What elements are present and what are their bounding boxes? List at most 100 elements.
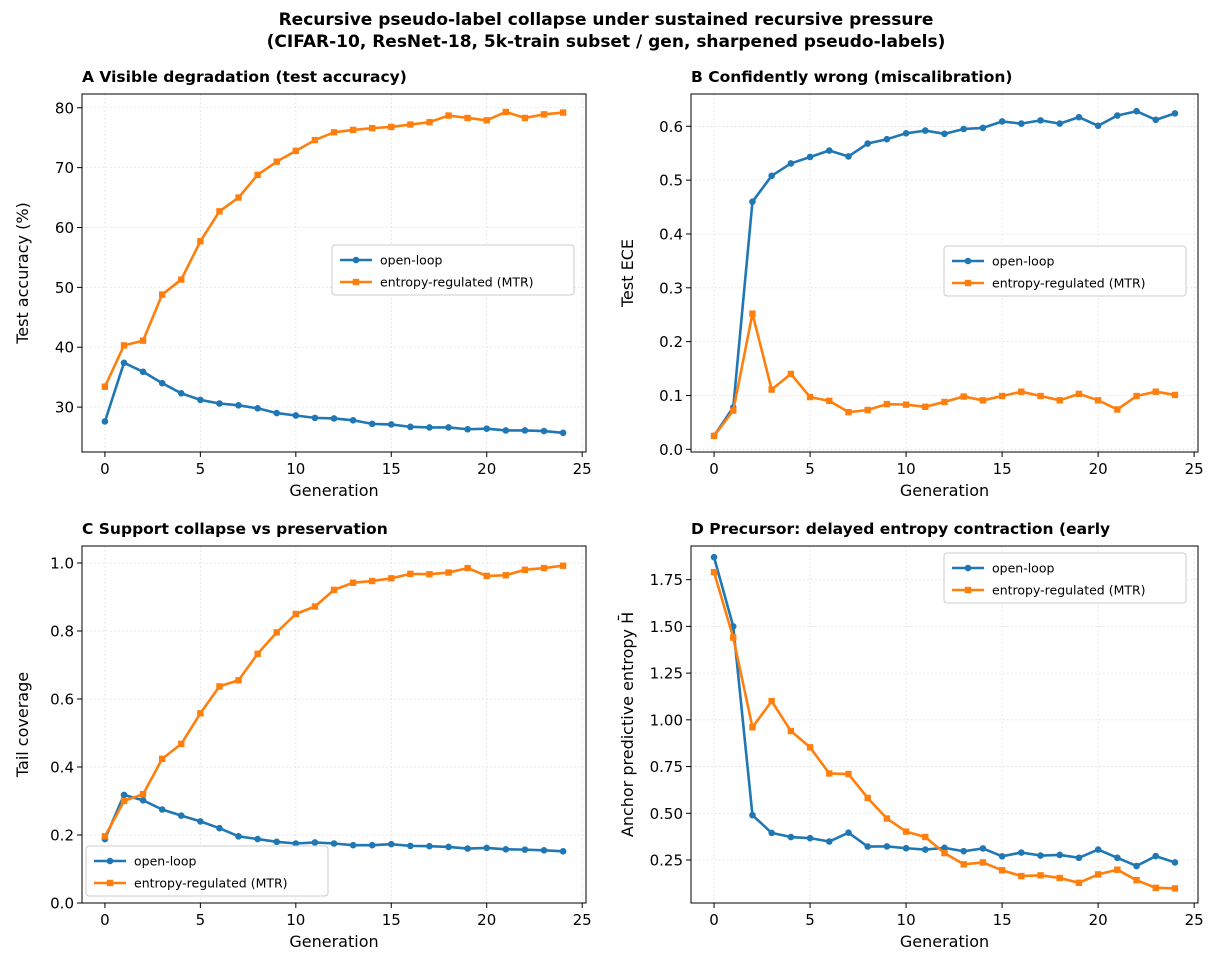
data-point-mtr — [902, 401, 910, 408]
data-point-open-loop — [960, 847, 968, 855]
y-axis-label: Test ECE — [618, 239, 637, 308]
data-point-mtr — [235, 677, 242, 684]
data-point-open-loop — [464, 425, 471, 433]
data-point-mtr — [254, 650, 261, 657]
data-point-mtr — [1114, 406, 1121, 413]
legend-marker — [106, 879, 114, 887]
legend: open-loop entropy-regulated (MTR) — [331, 244, 575, 296]
data-point-mtr — [1133, 392, 1140, 400]
y-tick-label: 0.0 — [659, 441, 683, 459]
data-point-open-loop — [1056, 851, 1064, 859]
x-tick-label: 15 — [382, 460, 401, 478]
y-tick-label: 1.50 — [650, 618, 683, 636]
data-point-mtr — [710, 568, 718, 576]
data-point-open-loop — [749, 811, 756, 819]
data-point-open-loop — [158, 806, 166, 813]
legend-label: open-loop — [380, 253, 442, 268]
y-axis-label: Tail coverage — [13, 672, 32, 778]
data-point-open-loop — [483, 844, 491, 852]
y-tick-label: 30 — [55, 399, 74, 417]
data-point-open-loop — [445, 424, 452, 431]
data-point-mtr — [197, 710, 204, 717]
data-point-mtr — [998, 867, 1006, 874]
data-point-open-loop — [502, 427, 510, 434]
data-point-mtr — [559, 562, 567, 569]
data-point-mtr — [235, 194, 242, 201]
panel-a: 0 5 10 15 20 25 30 40 50 60 70 80 A Visible degradat… — [13, 68, 592, 500]
data-point-mtr — [883, 815, 891, 822]
data-point-open-loop — [960, 125, 968, 133]
data-point-mtr — [1094, 871, 1102, 878]
data-point-mtr — [426, 571, 433, 578]
data-point-open-loop — [273, 838, 281, 846]
data-point-open-loop — [941, 844, 948, 852]
panel-title: D Precursor: delayed entropy contraction… — [691, 520, 1110, 538]
legend-marker — [964, 564, 972, 572]
data-point-mtr — [979, 397, 987, 404]
panel-title: B Confidently wrong (miscalibration) — [691, 68, 1013, 86]
data-point-open-loop — [216, 824, 223, 832]
data-point-mtr — [178, 276, 185, 283]
axes-frame — [81, 93, 587, 453]
data-point-open-loop — [902, 129, 910, 137]
data-point-open-loop — [787, 833, 795, 841]
y-tick-label: 50 — [55, 279, 74, 297]
legend-marker — [964, 279, 972, 287]
x-tick-label: 20 — [477, 911, 496, 929]
y-tick-label: 80 — [55, 99, 74, 117]
x-tick-label: 10 — [897, 911, 916, 929]
data-point-mtr — [311, 136, 319, 144]
figure-title-line-1: Recursive pseudo-label collapse under su… — [278, 10, 934, 30]
legend-box — [85, 845, 329, 897]
data-point-mtr — [158, 755, 166, 763]
data-point-mtr — [388, 575, 395, 582]
x-tick-label: 10 — [286, 911, 305, 929]
axes-frame — [690, 93, 1199, 453]
data-point-open-loop — [521, 846, 529, 853]
data-point-mtr — [979, 859, 987, 866]
legend-label: entropy-regulated (MTR) — [992, 583, 1146, 598]
axes-frame — [81, 545, 587, 904]
y-tick-label: 0.2 — [50, 827, 74, 845]
series-line-mtr — [712, 312, 1177, 438]
series-line-open-loop — [712, 555, 1177, 868]
data-point-mtr — [158, 291, 166, 298]
series-line-mtr — [103, 564, 565, 838]
data-point-mtr — [464, 114, 471, 122]
y-tick-label: 1.25 — [650, 665, 683, 683]
data-point-mtr — [806, 744, 814, 751]
data-point-open-loop — [158, 379, 166, 387]
data-point-open-loop — [825, 838, 833, 845]
data-point-open-loop — [292, 840, 300, 847]
data-point-mtr — [120, 342, 128, 349]
data-point-mtr — [349, 126, 357, 134]
data-point-open-loop — [235, 402, 242, 409]
data-point-open-loop — [1171, 110, 1179, 117]
data-point-mtr — [273, 158, 280, 165]
data-point-mtr — [407, 121, 414, 128]
data-point-open-loop — [998, 118, 1006, 125]
legend-marker — [964, 586, 972, 594]
x-tick-label: 15 — [993, 911, 1012, 929]
data-point-mtr — [445, 112, 452, 119]
data-point-open-loop — [254, 404, 261, 412]
x-tick-label: 5 — [196, 460, 206, 478]
x-axis-label: Generation — [289, 932, 378, 951]
data-point-open-loop — [407, 842, 414, 850]
data-point-mtr — [1056, 397, 1063, 404]
data-point-open-loop — [368, 420, 376, 428]
legend-box — [331, 244, 575, 296]
data-point-open-loop — [883, 135, 891, 143]
x-axis-label: Generation — [900, 932, 989, 951]
data-point-open-loop — [1133, 107, 1140, 115]
data-point-mtr — [749, 724, 756, 731]
legend-marker — [106, 857, 114, 865]
x-tick-label: 25 — [1185, 460, 1204, 478]
data-point-mtr — [464, 564, 471, 572]
data-point-mtr — [1114, 866, 1121, 873]
data-point-mtr — [445, 569, 452, 576]
data-point-open-loop — [559, 429, 567, 437]
data-point-open-loop — [1171, 859, 1179, 866]
data-point-open-loop — [806, 834, 814, 842]
data-point-mtr — [922, 833, 929, 841]
